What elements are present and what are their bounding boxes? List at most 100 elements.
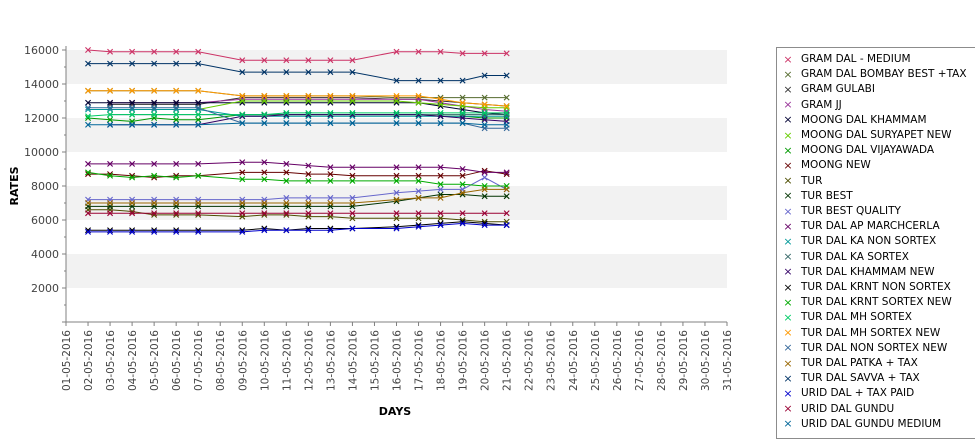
- legend-item: × GRAM GULABI: [777, 82, 875, 96]
- legend-item: × GRAM DAL BOMBAY BEST +TAX: [777, 67, 967, 81]
- data-point-marker: [173, 200, 180, 206]
- legend-marker-icon: ×: [783, 98, 793, 112]
- data-point-marker: [129, 228, 136, 235]
- data-point-marker: [393, 98, 400, 104]
- series-line: [88, 102, 507, 116]
- legend-marker-icon: ×: [783, 250, 793, 264]
- data-point-marker: [349, 194, 356, 201]
- data-point-marker: [261, 92, 268, 99]
- legend-item: × TUR DAL KA SORTEX: [777, 250, 909, 264]
- plot-band: [66, 254, 727, 288]
- series-line: [88, 188, 507, 204]
- x-tick-label: 24-05-2016: [568, 330, 580, 391]
- legend-marker-icon: ×: [783, 67, 793, 81]
- data-point-marker: [459, 99, 466, 106]
- data-point-marker: [415, 177, 422, 184]
- data-point-marker: [393, 77, 400, 84]
- data-point-marker: [107, 172, 114, 179]
- data-point-marker: [305, 109, 312, 116]
- data-point-marker: [107, 111, 114, 118]
- data-point-marker: [393, 196, 400, 203]
- legend-label: GRAM GULABI: [801, 83, 875, 96]
- data-point-marker: [415, 120, 422, 127]
- data-point-marker: [481, 193, 488, 200]
- data-point-marker: [393, 210, 400, 217]
- legend-marker-icon: ×: [783, 417, 793, 431]
- data-point-marker: [349, 210, 356, 217]
- legend-item: × MOONG DAL KHAMMAM: [777, 113, 927, 127]
- data-point-marker: [261, 98, 268, 104]
- x-tick-label: 17-05-2016: [414, 330, 426, 391]
- legend-item: × TUR DAL MH SORTEX: [777, 310, 912, 324]
- data-point-marker: [305, 171, 312, 178]
- data-point-marker: [459, 94, 466, 101]
- data-point-marker: [503, 103, 510, 110]
- x-tick-label: 06-05-2016: [171, 330, 183, 391]
- legend-marker-icon: ×: [783, 128, 793, 142]
- data-point-marker: [195, 172, 202, 179]
- data-point-marker: [151, 121, 158, 128]
- legend-item: × TUR DAL KRNT SORTEX NEW: [777, 295, 952, 309]
- data-point-marker: [151, 172, 158, 179]
- data-point-marker: [239, 98, 246, 104]
- legend-label: MOONG NEW: [801, 159, 871, 172]
- data-point-marker: [349, 57, 356, 64]
- legend-item: × TUR DAL KRNT NON SORTEX: [777, 280, 950, 294]
- data-point-marker: [415, 223, 422, 230]
- data-point-marker: [129, 121, 136, 128]
- data-point-marker: [195, 48, 202, 55]
- data-point-marker: [239, 176, 246, 183]
- data-point-marker: [129, 111, 136, 118]
- data-point-marker: [151, 160, 158, 167]
- data-point-marker: [459, 109, 466, 116]
- data-point-marker: [481, 174, 488, 181]
- data-point-marker: [85, 200, 92, 206]
- legend-marker-icon: ×: [783, 326, 793, 340]
- legend-item: × GRAM DAL - MEDIUM: [777, 52, 911, 66]
- data-point-marker: [107, 200, 114, 206]
- legend-label: MOONG DAL KHAMMAM: [801, 113, 927, 126]
- data-point-marker: [437, 96, 444, 103]
- series-line: [88, 209, 507, 223]
- x-tick-label: 22-05-2016: [524, 330, 536, 391]
- data-point-marker: [195, 99, 202, 106]
- x-tick-label: 30-05-2016: [700, 330, 712, 391]
- x-tick-label: 21-05-2016: [502, 330, 514, 391]
- legend-label: TUR DAL KRNT SORTEX NEW: [801, 296, 952, 309]
- legend-label: GRAM DAL - MEDIUM: [801, 53, 911, 65]
- legend-marker-icon: ×: [783, 143, 793, 157]
- data-point-marker: [173, 104, 180, 111]
- legend-marker-icon: ×: [783, 52, 793, 66]
- legend-label: TUR DAL MH SORTEX: [801, 311, 912, 324]
- data-point-marker: [129, 48, 136, 55]
- x-tick-label: 13-05-2016: [325, 330, 337, 391]
- data-point-marker: [195, 104, 202, 111]
- legend-label: TUR DAL KHAMMAM NEW: [801, 265, 935, 278]
- series-line: [88, 176, 507, 201]
- data-point-marker: [415, 172, 422, 179]
- x-tick-label: 19-05-2016: [458, 330, 470, 391]
- legend-item: × TUR DAL SAVVA + TAX: [777, 371, 920, 385]
- legend-marker-icon: ×: [783, 356, 793, 370]
- data-point-marker: [283, 177, 290, 184]
- legend-label: GRAM DAL BOMBAY BEST +TAX: [801, 68, 967, 81]
- data-point-marker: [173, 99, 180, 106]
- data-point-marker: [261, 176, 268, 183]
- data-point-marker: [503, 210, 510, 217]
- y-tick-label: 10000: [24, 146, 59, 159]
- legend-marker-icon: ×: [783, 82, 793, 96]
- data-point-marker: [85, 104, 92, 111]
- legend-item: × TUR DAL KA NON SORTEX: [777, 234, 936, 248]
- x-tick-label: 01-05-2016: [61, 330, 73, 391]
- legend-item: × TUR DAL KHAMMAM NEW: [777, 265, 935, 279]
- data-point-marker: [437, 164, 444, 171]
- legend-item: × MOONG DAL SURYAPET NEW: [777, 128, 951, 142]
- data-point-marker: [129, 160, 136, 167]
- y-axis-label: RATES: [8, 166, 21, 205]
- legend-label: TUR DAL SAVVA + TAX: [801, 372, 920, 385]
- data-point-marker: [107, 160, 114, 167]
- data-point-marker: [129, 99, 136, 106]
- data-point-marker: [327, 200, 334, 206]
- series-line: [88, 161, 507, 173]
- data-point-marker: [305, 210, 312, 217]
